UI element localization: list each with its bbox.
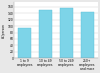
Y-axis label: k€/person: k€/person: [2, 23, 6, 38]
Bar: [39, 10, 52, 58]
Bar: [60, 8, 73, 58]
Bar: [80, 12, 94, 58]
Bar: [18, 28, 31, 58]
